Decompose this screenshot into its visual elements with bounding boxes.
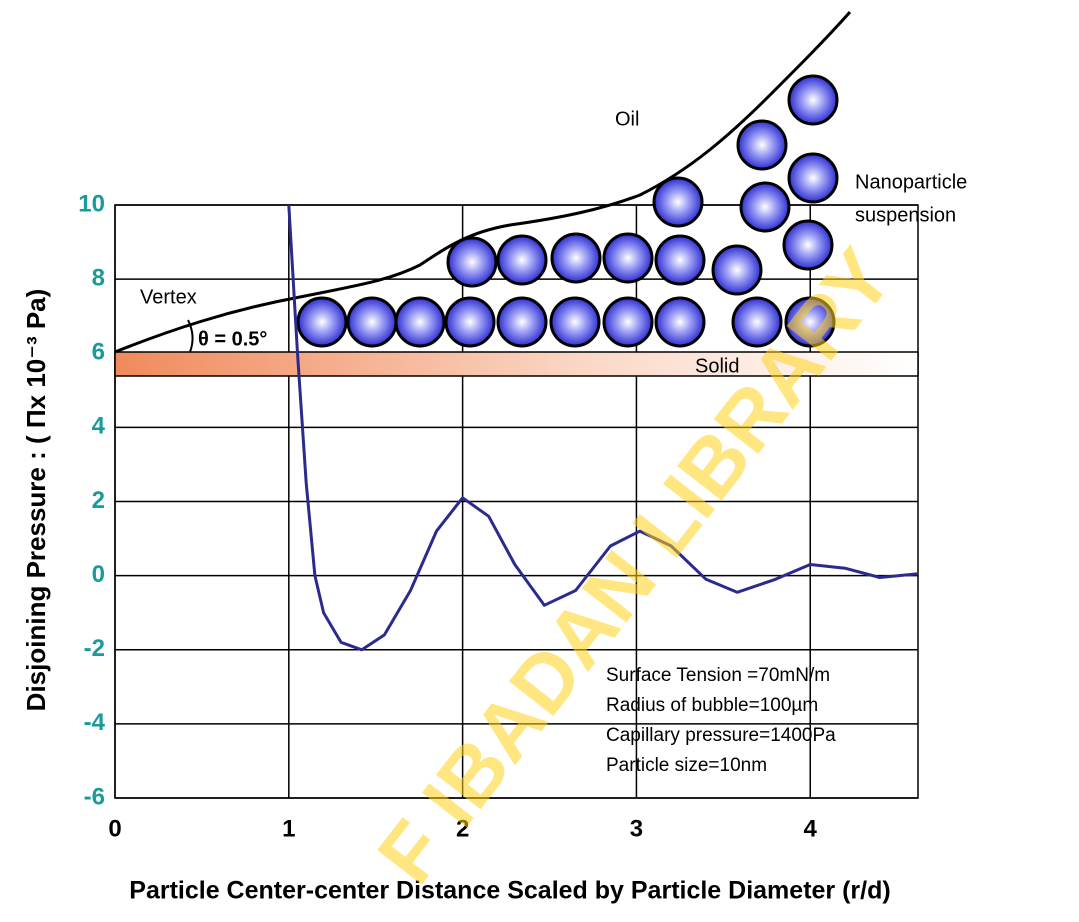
nanoparticle: [782, 219, 834, 271]
annotation: Particle size=10nm: [606, 755, 767, 776]
suspension-label: suspension: [855, 204, 956, 226]
annotation: Radius of bubble=100µm: [606, 695, 818, 716]
nanoparticle: [711, 244, 763, 296]
angle-arc: [187, 319, 194, 353]
nanoparticle: [787, 74, 839, 126]
nanoparticle: [496, 296, 548, 348]
nanoparticle: [602, 296, 654, 348]
nanoparticle: [496, 234, 548, 286]
plot-frame: [114, 204, 919, 799]
annotation: Surface Tension =70mN/m: [606, 665, 830, 686]
x-tick-label: 0: [108, 815, 121, 842]
x-tick-label: 2: [456, 815, 469, 842]
nanoparticle: [296, 296, 348, 348]
annotation: Capillary pressure=1400Pa: [606, 725, 836, 746]
nanoparticle: [444, 296, 496, 348]
vertex-label: Vertex: [140, 286, 197, 308]
y-axis-label: Disjoining Pressure : ( Πx 10⁻³ Pa): [21, 289, 51, 712]
x-tick-label: 4: [804, 815, 818, 842]
nanoparticle: [736, 119, 788, 171]
y-tick-label: 6: [92, 339, 105, 366]
nanoparticle: [784, 296, 836, 348]
nanoparticle: [739, 181, 791, 233]
nanoparticle: [346, 296, 398, 348]
nanoparticle: [731, 296, 783, 348]
y-tick-label: -6: [84, 783, 105, 810]
nanoparticle: [446, 236, 498, 288]
nanoparticle: [394, 296, 446, 348]
nanoparticle: [654, 234, 706, 286]
y-tick-label: 0: [92, 561, 105, 588]
solid-substrate: [114, 351, 919, 377]
oil-interface: [114, 11, 852, 354]
nanoparticle: [654, 296, 706, 348]
data-line: [287, 204, 919, 652]
x-axis-label: Particle Center-center Distance Scaled b…: [129, 877, 890, 905]
solid-label: Solid: [695, 355, 739, 377]
nanoparticle: [602, 232, 654, 284]
suspension-label: Nanoparticle: [855, 171, 967, 193]
y-tick-label: 2: [92, 487, 105, 514]
y-tick-label: 4: [92, 413, 106, 440]
nanoparticle: [652, 176, 704, 228]
oil-label: Oil: [615, 108, 639, 130]
y-tick-label: 8: [92, 264, 105, 291]
x-tick-label: 3: [630, 815, 643, 842]
nanoparticle: [550, 232, 602, 284]
nanoparticle: [549, 296, 601, 348]
y-tick-label: 10: [78, 190, 105, 217]
nanoparticle: [787, 152, 839, 204]
x-tick-label: 1: [282, 815, 295, 842]
angle-label: θ = 0.5°: [198, 328, 267, 350]
y-tick-label: -2: [84, 635, 105, 662]
y-tick-label: -4: [84, 709, 106, 736]
